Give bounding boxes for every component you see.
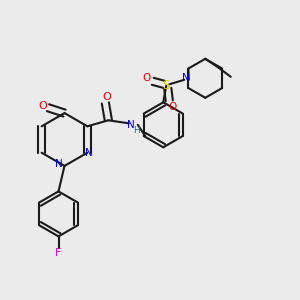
Text: S: S: [163, 79, 170, 92]
Text: F: F: [55, 248, 62, 258]
Text: O: O: [142, 73, 151, 83]
Text: N: N: [182, 73, 190, 83]
Text: O: O: [168, 102, 176, 112]
Text: O: O: [103, 92, 111, 103]
Text: N: N: [85, 148, 93, 158]
Text: N: N: [127, 120, 135, 130]
Text: H: H: [134, 126, 140, 135]
Text: N: N: [55, 159, 63, 170]
Text: O: O: [38, 101, 47, 111]
